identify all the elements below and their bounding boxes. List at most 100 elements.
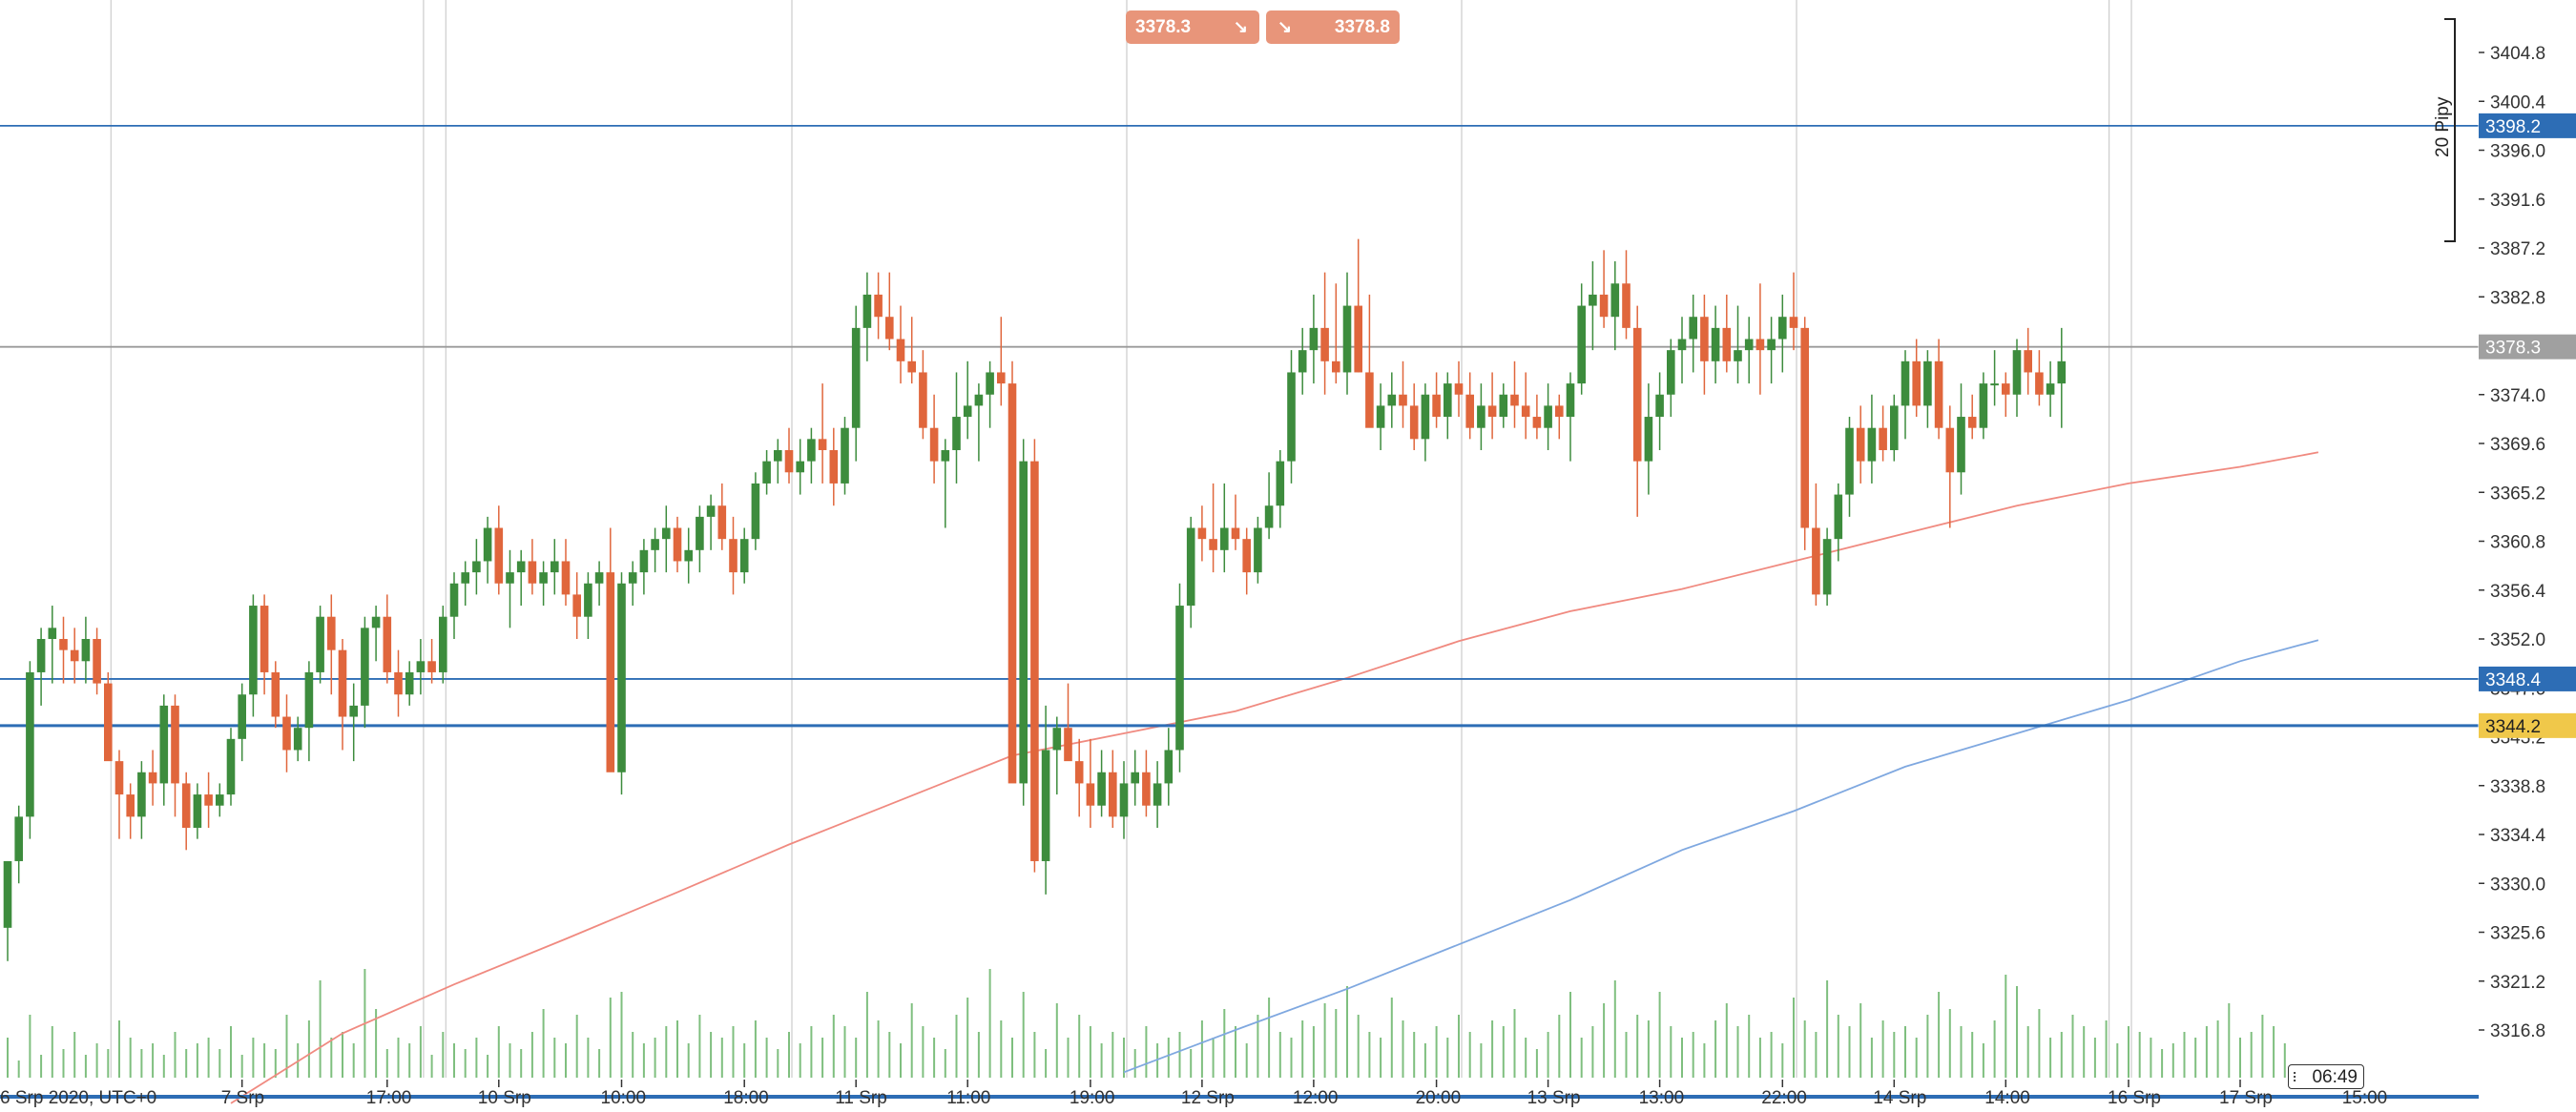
- candle-body: [439, 616, 447, 672]
- time-tick-label: 18:00: [723, 1088, 769, 1108]
- candle-body: [2024, 350, 2032, 373]
- candle-body: [1901, 360, 1910, 406]
- candle-body: [193, 794, 202, 829]
- candle-body: [929, 427, 939, 462]
- candle-body: [751, 483, 760, 540]
- candle-body: [1610, 283, 1620, 318]
- time-tick-label: 13:00: [1639, 1088, 1685, 1108]
- candle-body: [148, 772, 157, 784]
- candle-body: [1845, 427, 1854, 495]
- candle-body: [1086, 783, 1095, 806]
- candle-body: [2046, 383, 2055, 395]
- candle-body: [1566, 383, 1575, 418]
- candle-body: [159, 705, 169, 784]
- current-price-tag-label: 3378.3: [2485, 339, 2541, 359]
- candle-body: [1454, 383, 1464, 395]
- price-tick-label: 3330.0: [2490, 875, 2545, 895]
- candle-body: [1890, 405, 1899, 450]
- candle-body: [1655, 394, 1664, 418]
- candle-body: [1387, 394, 1397, 406]
- candle-body: [1521, 405, 1530, 418]
- candle-body: [114, 761, 124, 795]
- candle-body: [416, 661, 426, 672]
- time-tick-label: 22:00: [1761, 1088, 1807, 1108]
- candle-body: [1689, 317, 1697, 340]
- candle-body: [1499, 394, 1508, 418]
- candle-body: [829, 449, 839, 484]
- candle-body: [1711, 327, 1720, 361]
- price-line-tag-label: 3398.2: [2485, 117, 2541, 137]
- candle-body: [371, 616, 381, 628]
- time-tick-label: 19:00: [1070, 1088, 1115, 1108]
- candle-body: [1365, 372, 1374, 428]
- candle-body: [449, 583, 459, 617]
- candle-body: [171, 705, 179, 784]
- candle-body: [528, 561, 537, 584]
- candle-body: [1444, 383, 1452, 418]
- price-tick-label: 3334.4: [2490, 826, 2546, 846]
- candle-body: [1465, 394, 1474, 428]
- price-line-tag-label: 3348.4: [2485, 670, 2542, 690]
- candle-body: [1510, 394, 1519, 406]
- candle-body: [1186, 527, 1195, 607]
- candle-body: [762, 461, 771, 484]
- candle-body: [1532, 417, 1542, 428]
- candle-body: [271, 671, 280, 717]
- sell-button[interactable]: 3378.3 ↘: [1126, 10, 1259, 44]
- buy-button[interactable]: ↘ 3378.8: [1266, 10, 1400, 44]
- candle-body: [338, 649, 347, 717]
- candle-body: [2002, 383, 2010, 395]
- price-tick-label: 3369.6: [2490, 435, 2545, 455]
- candle-body: [516, 561, 526, 573]
- candle-body: [1264, 505, 1274, 528]
- candle-body: [1332, 360, 1340, 373]
- price-tick-label: 3325.6: [2490, 924, 2545, 944]
- candle-body: [1119, 783, 1129, 817]
- candle-body: [907, 360, 916, 373]
- price-tick-label: 3400.4: [2490, 93, 2546, 113]
- candle-body: [1856, 427, 1865, 462]
- pip-ruler: 20 Pipy: [2433, 18, 2456, 242]
- candle-body: [1074, 761, 1084, 784]
- candle-body: [383, 616, 392, 672]
- candle-body: [717, 505, 727, 540]
- time-tick-label: 14 Srp: [1873, 1088, 1926, 1108]
- candle-body: [405, 671, 414, 695]
- candle-body: [1767, 339, 1776, 351]
- candle-body: [1734, 350, 1742, 361]
- candle-body: [1957, 417, 1965, 473]
- candle-body: [216, 794, 224, 806]
- candle-body: [2057, 360, 2067, 384]
- price-axis: 3404.8 3400.4 3396.0 3391.6 3387.2 3382.8 3378…: [2478, 0, 2576, 1087]
- time-tick-label: 17:00: [366, 1088, 412, 1108]
- candle-body: [1131, 772, 1139, 784]
- candle-body: [1220, 527, 1229, 550]
- pip-ruler-label: 20 Pipy: [2433, 96, 2453, 157]
- candle-body: [594, 572, 604, 584]
- price-tick-label: 3338.8: [2490, 777, 2545, 797]
- candle-body: [1677, 339, 1687, 351]
- candle-body: [684, 549, 693, 562]
- time-tick-label: 12:00: [1293, 1088, 1339, 1108]
- candle-body: [561, 561, 571, 595]
- volume-bars: [7, 969, 2286, 1078]
- moving-average-red: [230, 451, 2319, 1104]
- candle-body: [3, 860, 12, 928]
- candle-body: [874, 294, 883, 318]
- candle-body: [472, 561, 481, 573]
- price-tick-label: 3396.0: [2490, 142, 2545, 162]
- candle-body: [93, 639, 101, 684]
- candle-body: [1589, 294, 1597, 306]
- candle-body: [1577, 305, 1586, 384]
- candle-body: [1644, 417, 1653, 462]
- candle-body: [551, 561, 559, 573]
- candle-body: [1622, 283, 1631, 328]
- candle-body: [986, 372, 994, 395]
- candle-body: [1376, 405, 1385, 428]
- time-tick-label: 11 Srp: [835, 1088, 887, 1108]
- candle-body: [1722, 327, 1732, 361]
- moving-average-blue: [1123, 639, 2319, 1074]
- buy-price: 3378.8: [1334, 17, 1390, 37]
- candle-body: [1744, 339, 1754, 351]
